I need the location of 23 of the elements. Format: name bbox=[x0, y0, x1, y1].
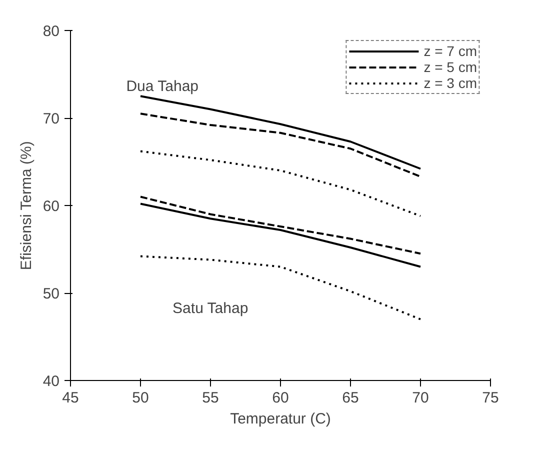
line-series bbox=[140, 150, 422, 217]
x-tick-label: 60 bbox=[272, 390, 289, 406]
y-tick-label: 40 bbox=[42, 373, 60, 390]
y-tick-label: 60 bbox=[42, 198, 60, 215]
line-series bbox=[140, 95, 422, 170]
line-series bbox=[140, 112, 422, 178]
x-tick-label: 55 bbox=[202, 390, 219, 406]
line-series bbox=[140, 255, 422, 320]
x-axis-title: Temperatur (C) bbox=[230, 410, 331, 428]
y-axis-title: Efisiensi Terma (%) bbox=[18, 141, 35, 270]
annotation: Satu Tahap bbox=[172, 300, 248, 317]
y-tick-label: 50 bbox=[42, 286, 60, 302]
x-tick-label: 50 bbox=[132, 390, 149, 406]
legend-label: z = 7 cm bbox=[424, 43, 477, 59]
x-tick-label: 75 bbox=[482, 390, 499, 406]
legend-label: z = 3 cm bbox=[424, 75, 477, 91]
y-tick-label: 80 bbox=[42, 23, 60, 40]
x-tick-label: 65 bbox=[342, 390, 359, 406]
legend-label: z = 5 cm bbox=[424, 59, 477, 75]
x-tick-label: 70 bbox=[412, 390, 429, 406]
y-tick-label: 70 bbox=[42, 110, 60, 128]
x-tick-label: 45 bbox=[62, 390, 79, 406]
annotation: Dua Tahap bbox=[126, 78, 199, 95]
